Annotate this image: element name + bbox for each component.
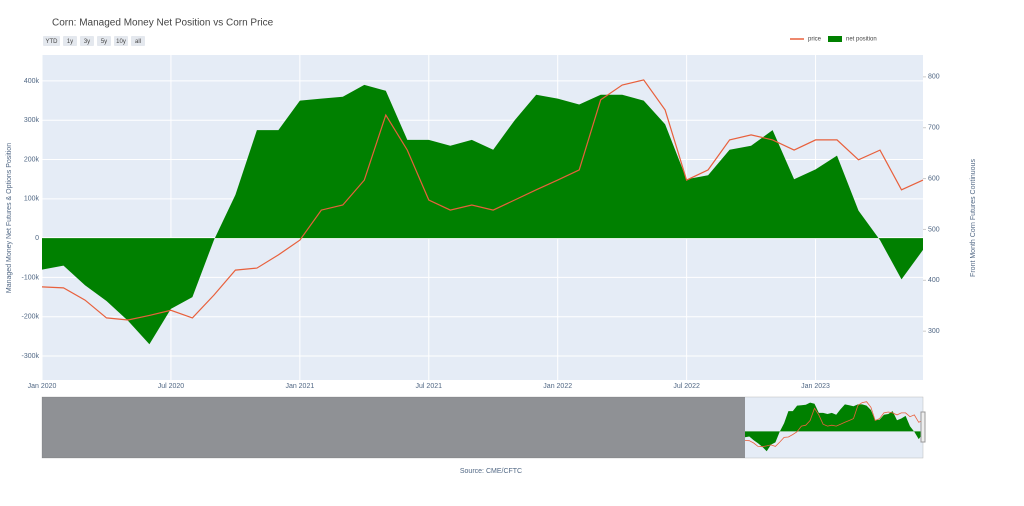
range-button[interactable] <box>80 36 94 46</box>
y-tick-label: 100k <box>24 196 40 203</box>
y-tick-label: 300k <box>24 117 40 124</box>
y2-tick-label: 600 <box>928 175 940 182</box>
range-slider-handle[interactable] <box>920 411 926 443</box>
range-button[interactable] <box>97 36 111 46</box>
x-tick-label: Jan 2020 <box>28 383 57 390</box>
source: Source: CME/CFTC <box>460 468 522 475</box>
y-tick-label: -200k <box>21 314 39 321</box>
x-tick-label: Jul 2021 <box>416 383 443 390</box>
x-tick-label: Jul 2020 <box>158 383 185 390</box>
y-axis-title: Managed Money Net Futures & Options Posi… <box>6 143 13 293</box>
y-tick-label: 0 <box>35 235 39 242</box>
range-button-label[interactable]: 3y <box>84 39 90 45</box>
y-tick-label: -300k <box>21 353 39 360</box>
range-button-label[interactable]: 10y <box>116 39 126 45</box>
chart-title: Corn: Managed Money Net Position vs Corn… <box>52 18 274 29</box>
y2-tick-label: 700 <box>928 125 940 132</box>
range-button[interactable] <box>63 36 77 46</box>
y2-tick-label: 500 <box>928 226 940 233</box>
legend-swatch <box>828 36 842 42</box>
y-tick-label: 400k <box>24 78 40 85</box>
x-tick-label: Jan 2023 <box>801 383 830 390</box>
range-button-label[interactable]: all <box>135 39 141 45</box>
y2-tick-label: 300 <box>928 328 940 335</box>
x-tick-label: Jan 2022 <box>543 383 572 390</box>
range-button[interactable] <box>43 36 60 46</box>
y2-tick-label: 800 <box>928 74 940 81</box>
range-button-label[interactable]: 5y <box>101 39 107 45</box>
x-tick-label: Jul 2022 <box>673 383 700 390</box>
y2-tick-label: 400 <box>928 277 940 284</box>
range-button[interactable] <box>131 36 145 46</box>
range-slider-mask <box>42 397 745 458</box>
y2-axis-title: Front Month Corn Futures Continuous <box>970 159 977 277</box>
range-button-label[interactable]: 1y <box>67 39 73 45</box>
x-tick-label: Jan 2021 <box>285 383 314 390</box>
range-button[interactable] <box>114 36 128 46</box>
price-line <box>41 79 924 321</box>
range-button-label[interactable]: YTD <box>46 39 59 45</box>
net-position-area <box>745 402 923 452</box>
y-tick-label: 200k <box>24 156 40 163</box>
price-line <box>744 401 924 448</box>
y-tick-label: -100k <box>21 274 39 281</box>
legend-label: net position <box>846 37 877 43</box>
net-position-area <box>42 84 923 345</box>
legend-label: price <box>808 37 822 43</box>
